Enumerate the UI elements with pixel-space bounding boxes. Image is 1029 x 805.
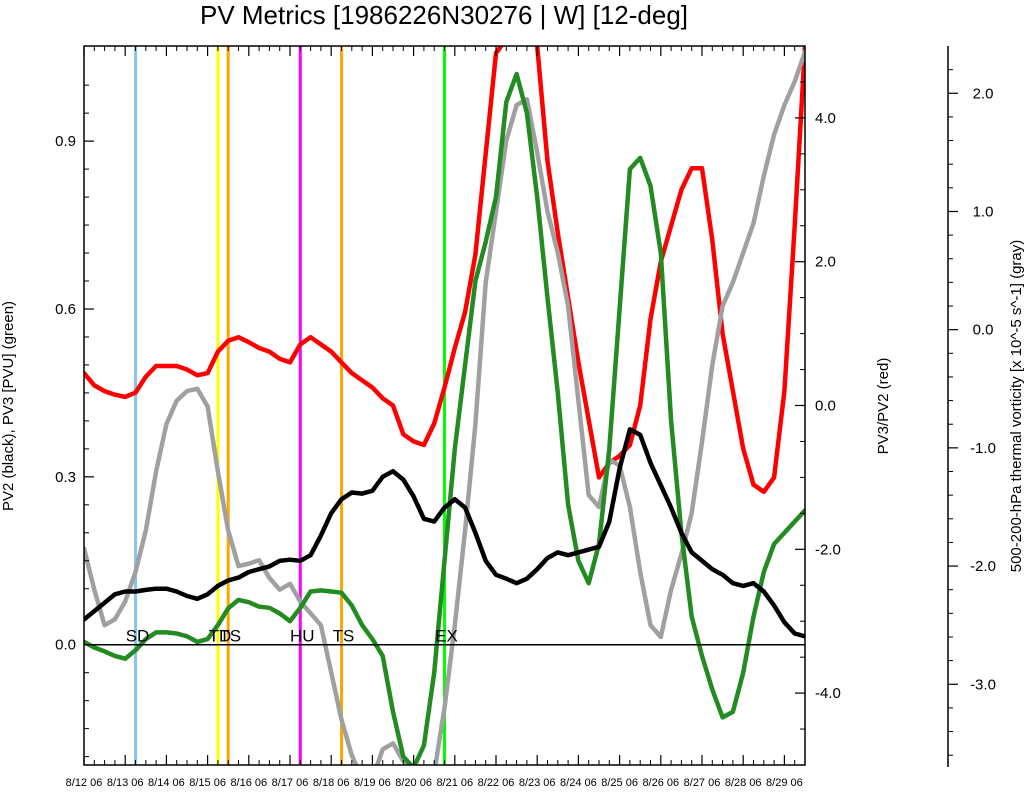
x-tick-label: 8/17 06 [272, 777, 309, 789]
event-label-ex: EX [435, 627, 458, 646]
right-axis: -4.0 -2.0 0.0 2.0 4.0 [795, 45, 841, 766]
series-pv3 [84, 71, 805, 765]
far-right-axis: -3.0 -2.0 -1.0 0.0 1.0 2.0 [948, 69, 996, 756]
event-label-ts: TS [333, 627, 355, 646]
far-right-tick-label: 0.0 [973, 322, 994, 339]
x-tick-label: 8/24 06 [560, 777, 597, 789]
x-tick-label: 8/18 06 [313, 777, 350, 789]
x-axis-ticks: 8/12 06 8/13 06 8/14 06 8/15 06 8/16 06 8/17 … [66, 46, 806, 789]
left-tick-label: 0.3 [55, 469, 76, 486]
right-tick-label: 0.0 [815, 398, 836, 415]
x-tick-label: 8/14 06 [148, 777, 185, 789]
left-tick-label: 0.6 [55, 301, 76, 318]
event-label-sd: SD [126, 627, 150, 646]
x-tick-label: 8/27 06 [684, 777, 721, 789]
far-right-axis-label: 500-200-hPa thermal vorticity [x 10^-5 s… [1008, 240, 1025, 573]
x-tick-label: 8/21 06 [436, 777, 473, 789]
series-lines [84, 46, 805, 765]
right-tick-label: -4.0 [815, 685, 841, 702]
x-tick-label: 8/29 06 [766, 777, 803, 789]
event-label-td: TD [209, 627, 232, 646]
x-tick-label: 8/12 06 [66, 777, 103, 789]
left-tick-label: 0.9 [55, 133, 76, 150]
x-tick-label: 8/25 06 [601, 777, 638, 789]
left-axis: 0.0 0.3 0.6 0.9 [55, 84, 94, 758]
event-label-ts: TS [219, 627, 241, 646]
right-tick-label: 4.0 [815, 110, 836, 127]
far-right-tick-label: -1.0 [970, 440, 996, 457]
event-lines [134, 46, 446, 765]
far-right-tick-label: -3.0 [970, 676, 996, 693]
chart-title: PV Metrics [1986226N30276 | W] [12-deg] [200, 0, 688, 30]
left-tick-label: 0.0 [55, 637, 76, 654]
right-tick-label: 2.0 [815, 254, 836, 271]
far-right-tick-label: 1.0 [973, 203, 994, 220]
far-right-tick-label: 2.0 [973, 85, 994, 102]
x-tick-label: 8/20 06 [395, 777, 432, 789]
far-right-tick-label: -2.0 [970, 558, 996, 575]
x-tick-label: 8/22 06 [478, 777, 515, 789]
right-tick-label: -2.0 [815, 541, 841, 558]
right-axis-label: PV3/PV2 (red) [875, 358, 892, 455]
x-tick-label: 8/19 06 [354, 777, 391, 789]
series-pv3-pv2 [84, 46, 805, 495]
x-tick-label: 8/16 06 [230, 777, 267, 789]
x-tick-label: 8/26 06 [642, 777, 679, 789]
x-tick-label: 8/15 06 [189, 777, 226, 789]
left-axis-label: PV2 (black), PV3 [PVU] (green) [0, 301, 17, 511]
x-tick-label: 8/13 06 [107, 777, 144, 789]
x-tick-label: 8/28 06 [725, 777, 762, 789]
event-label-hu: HU [290, 627, 315, 646]
series-pv2 [84, 427, 805, 639]
x-tick-label: 8/23 06 [519, 777, 556, 789]
